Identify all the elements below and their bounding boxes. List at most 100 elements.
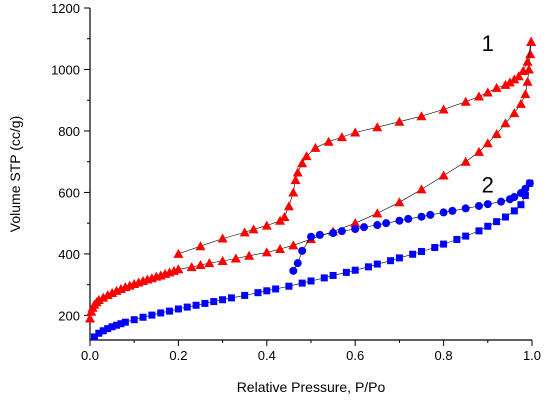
data-point (275, 244, 286, 254)
curve-label: 1 (482, 31, 494, 56)
data-point (373, 221, 382, 230)
data-point (254, 289, 262, 297)
data-point (518, 66, 529, 76)
data-point (342, 268, 350, 276)
curve-label: 2 (482, 172, 494, 197)
data-point (204, 258, 215, 268)
data-point (337, 227, 346, 236)
data-point (460, 96, 471, 106)
data-point (475, 227, 483, 235)
data-point (522, 56, 533, 66)
data-point (99, 327, 107, 335)
data-point (263, 287, 271, 295)
data-point (515, 98, 526, 108)
data-point (510, 207, 518, 215)
data-point (517, 201, 525, 209)
y-tick-label: 1000 (51, 62, 80, 77)
data-point (279, 212, 290, 222)
data-point (505, 195, 514, 204)
data-point (298, 246, 307, 255)
data-point (373, 260, 381, 268)
data-point (372, 208, 383, 218)
data-point (491, 82, 502, 92)
data-point (85, 313, 95, 323)
data-point (186, 262, 197, 272)
data-point (121, 318, 129, 326)
data-point (364, 263, 372, 271)
y-tick-label: 200 (58, 308, 80, 323)
data-point (288, 187, 299, 197)
data-point (261, 247, 272, 257)
data-point (448, 206, 457, 215)
data-point (248, 224, 259, 234)
x-tick-label: 0.8 (435, 348, 453, 363)
data-point (440, 240, 448, 248)
data-point (307, 277, 315, 285)
data-point (395, 254, 403, 262)
data-point (293, 259, 302, 268)
x-tick-label: 1.0 (523, 348, 541, 363)
data-point (416, 184, 427, 194)
data-point (453, 235, 461, 243)
data-point (244, 250, 255, 260)
data-point (320, 274, 328, 282)
data-point (217, 255, 228, 265)
data-point (292, 167, 303, 177)
series-2-adsorption (90, 179, 534, 341)
data-point (497, 197, 506, 206)
data-point (473, 146, 484, 156)
series-1-desorption (173, 36, 537, 258)
data-point (108, 323, 116, 331)
data-point (351, 225, 360, 234)
data-point (173, 248, 184, 258)
data-point (310, 142, 321, 152)
data-point (484, 222, 492, 230)
data-point (113, 321, 121, 329)
data-point (195, 241, 206, 251)
data-point (426, 210, 435, 219)
data-point (473, 91, 484, 101)
data-point (166, 307, 174, 315)
data-point (516, 189, 525, 198)
data-point (461, 204, 470, 213)
data-point (439, 208, 448, 217)
data-point (336, 132, 347, 142)
x-tick-label: 0.4 (258, 348, 276, 363)
data-point (90, 333, 98, 341)
series-layer (85, 36, 537, 341)
data-point (192, 301, 200, 309)
data-point (157, 309, 165, 317)
data-point (522, 76, 533, 86)
x-axis-title: Relative Pressure, P/Po (237, 379, 386, 395)
data-point (98, 292, 109, 302)
data-point (404, 214, 413, 223)
data-point (483, 200, 492, 209)
data-point (394, 116, 405, 126)
data-point (525, 49, 536, 59)
data-point (298, 279, 306, 287)
y-tick-label: 1200 (51, 1, 80, 16)
data-point (482, 87, 493, 97)
series-2-desorption (289, 179, 534, 275)
data-point (509, 108, 520, 118)
data-point (493, 218, 501, 226)
data-point (521, 192, 529, 200)
data-point (285, 282, 293, 290)
data-point (173, 264, 184, 274)
data-point (183, 303, 191, 311)
data-point (201, 299, 209, 307)
data-point (283, 201, 294, 211)
x-tick-label: 0.0 (81, 348, 99, 363)
data-point (95, 329, 103, 337)
data-point (350, 218, 361, 228)
data-point (431, 243, 439, 251)
data-point (289, 266, 298, 275)
data-point (474, 201, 483, 210)
data-point (315, 230, 324, 239)
data-point (438, 170, 449, 180)
x-tick-label: 0.6 (346, 348, 364, 363)
y-tick-label: 400 (58, 247, 80, 262)
data-point (307, 232, 315, 241)
data-point (387, 257, 395, 265)
